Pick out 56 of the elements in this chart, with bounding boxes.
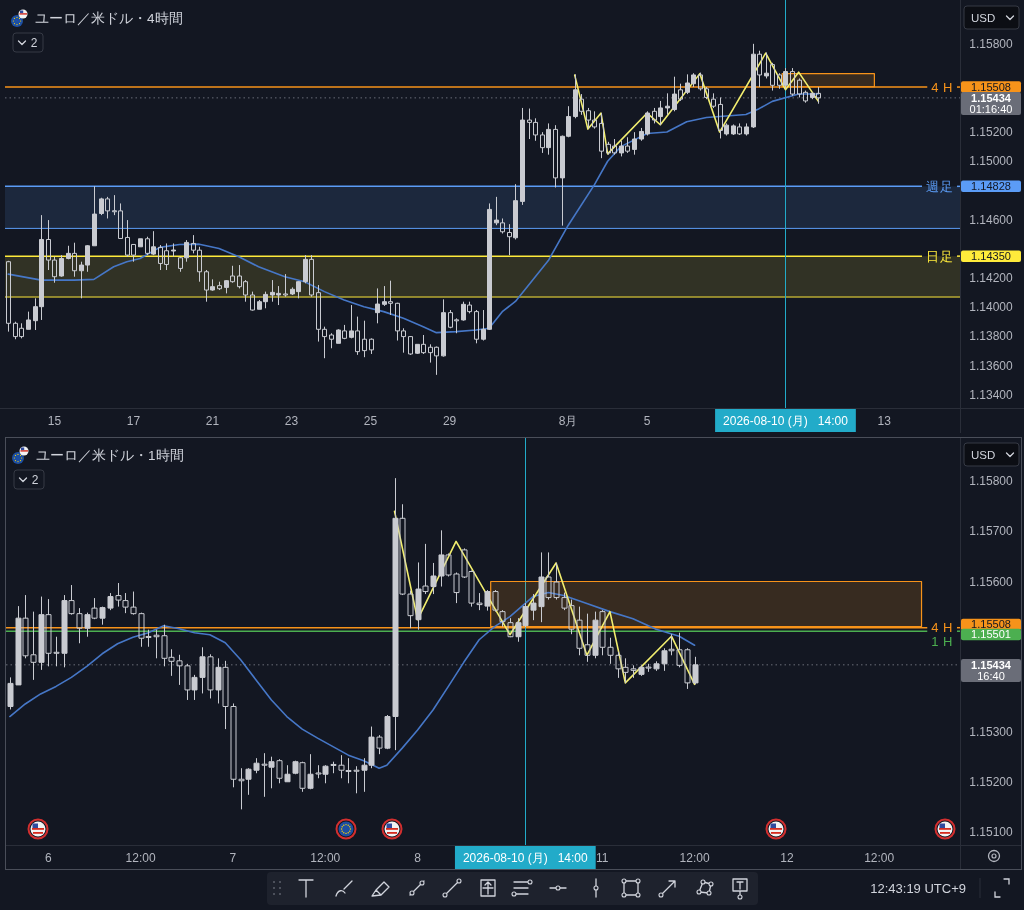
- y-tick-label: 1.14200: [969, 271, 1014, 286]
- y-tick-label: 1.15800: [969, 37, 1014, 52]
- y-tick-label: 1.15800: [969, 474, 1014, 489]
- ref-line-label: 日足: [926, 248, 953, 264]
- chart-title: ユーロ／米ドル・4時間: [35, 10, 183, 26]
- ref-line-label: 週足: [926, 178, 953, 194]
- y-tick-label: 1.15100: [969, 825, 1014, 840]
- x-tick-label: 13: [877, 414, 892, 428]
- y-tick-label: 1.13400: [969, 387, 1014, 402]
- y-tick-label: 1.14828: [971, 180, 1011, 193]
- y-tick-label: 1.15501: [971, 628, 1011, 641]
- y-tick-label: 1.13800: [969, 329, 1014, 344]
- text: 16:40: [977, 670, 1005, 683]
- x-tick-label: 11: [596, 851, 609, 865]
- text: 01:16:40: [969, 103, 1013, 116]
- y-tick-label: 1.15300: [969, 725, 1014, 740]
- annotation: 2: [31, 473, 39, 487]
- y-tick-label: 1.15700: [969, 524, 1014, 539]
- y-tick-label: 1.15200: [969, 125, 1014, 140]
- x-tick-label: 23: [284, 414, 299, 428]
- x-tick-label: 12:00: [125, 851, 156, 865]
- y-tick-label: 1.15600: [969, 574, 1014, 589]
- x-tick-label: 2026-08-10 (月) 14:00: [462, 851, 589, 865]
- x-tick-label: 2026-08-10 (月) 14:00: [723, 414, 849, 428]
- y-tick-label: 1.15508: [971, 81, 1011, 94]
- text: USD: [971, 11, 996, 24]
- y-tick-label: 1.13600: [969, 358, 1014, 373]
- x-tick-label: 15: [47, 414, 62, 428]
- x-tick-label: 12: [780, 851, 794, 865]
- x-tick-label: 12:00: [679, 851, 710, 865]
- y-tick-label: 1.14000: [969, 300, 1014, 315]
- y-tick-label: 1.15434: [971, 658, 1012, 671]
- ref-line-label: 1 H: [931, 634, 953, 650]
- x-tick-label: 12:00: [864, 851, 895, 865]
- ref-line-label: 4 H: [931, 79, 953, 95]
- x-tick-label: 21: [205, 414, 220, 428]
- ref-line-label: 4 H: [931, 620, 953, 636]
- x-tick-label: 29: [442, 414, 457, 428]
- text: ユーロ／米ドル・1時間: [36, 447, 184, 463]
- text: USD: [971, 448, 996, 461]
- x-tick-label: 6: [44, 851, 52, 865]
- annotation: 2: [30, 36, 38, 50]
- y-tick-label: 1.15508: [971, 618, 1011, 631]
- y-tick-label: 1.15434: [971, 91, 1012, 104]
- y-tick-label: 1.14600: [969, 212, 1014, 227]
- x-tick-label: 25: [363, 414, 378, 428]
- y-tick-label: 1.14350: [971, 250, 1011, 263]
- x-tick-label: 8: [414, 851, 422, 865]
- x-tick-label: 7: [229, 851, 237, 865]
- x-tick-label: 12:00: [310, 851, 341, 865]
- text: 12:43:19 UTC+9: [870, 880, 966, 896]
- x-tick-label: 5: [643, 414, 651, 428]
- y-tick-label: 1.15000: [969, 154, 1014, 169]
- x-tick-label: 8月: [558, 414, 578, 428]
- x-tick-label: 17: [126, 414, 141, 428]
- y-tick-label: 1.15200: [969, 775, 1014, 790]
